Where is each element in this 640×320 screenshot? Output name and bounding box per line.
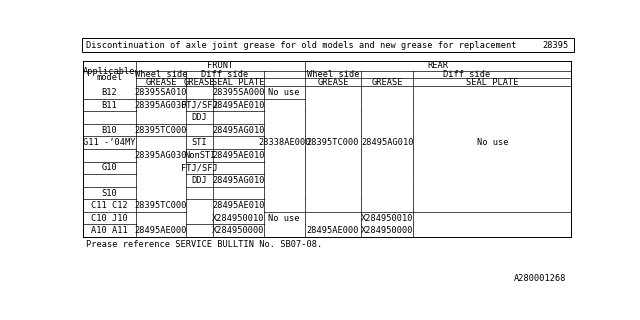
Text: No use: No use (268, 214, 300, 223)
Text: X284950000: X284950000 (361, 226, 413, 235)
Text: X284950010: X284950010 (212, 214, 265, 223)
Text: 28495AE010: 28495AE010 (212, 100, 265, 109)
Text: G11 -’04MY: G11 -’04MY (83, 138, 136, 147)
Text: B10: B10 (102, 126, 117, 135)
Text: GREASE: GREASE (184, 78, 216, 87)
Text: A10 A11: A10 A11 (91, 226, 128, 235)
Text: FRONT: FRONT (207, 61, 234, 70)
Text: SEAL PLATE: SEAL PLATE (466, 78, 518, 87)
Text: C11 C12: C11 C12 (91, 201, 128, 210)
Text: 28395AG030: 28395AG030 (135, 100, 188, 109)
Text: 28395: 28395 (542, 41, 568, 50)
Text: X284950000: X284950000 (212, 226, 265, 235)
Text: 28395SA010: 28395SA010 (135, 88, 188, 97)
Text: GREASE: GREASE (145, 78, 177, 87)
Text: GREASE: GREASE (317, 78, 349, 87)
Text: DDJ: DDJ (192, 176, 207, 185)
Text: 28395TC000: 28395TC000 (307, 138, 359, 147)
Text: model: model (97, 73, 123, 82)
Text: 28395AG030: 28395AG030 (135, 151, 188, 160)
Text: Applicable: Applicable (83, 68, 136, 76)
Text: 28338AE000: 28338AE000 (258, 138, 310, 147)
Text: X284950010: X284950010 (361, 214, 413, 223)
Text: Wheel side: Wheel side (135, 70, 188, 79)
Text: 28495AE000: 28495AE000 (307, 226, 359, 235)
Text: GREASE: GREASE (372, 78, 403, 87)
Text: SEAL PLATE: SEAL PLATE (212, 78, 265, 87)
Bar (81, 38, 575, 52)
Text: FTJ/SFJ: FTJ/SFJ (181, 164, 218, 172)
Text: FTJ/SFJ: FTJ/SFJ (181, 100, 218, 109)
Text: 28395TC000: 28395TC000 (135, 126, 188, 135)
Text: 28495AG010: 28495AG010 (212, 176, 265, 185)
Text: 28495AG010: 28495AG010 (361, 138, 413, 147)
Text: C10 J10: C10 J10 (91, 214, 128, 223)
Text: 28495AE010: 28495AE010 (212, 151, 265, 160)
Text: No use: No use (268, 88, 300, 97)
Text: 28395SA000: 28395SA000 (212, 88, 265, 97)
Text: A280001268: A280001268 (514, 274, 566, 283)
Text: B11: B11 (102, 100, 117, 109)
Text: S10: S10 (102, 188, 117, 197)
Text: Wheel side: Wheel side (307, 70, 359, 79)
Bar (83, 61, 572, 237)
Text: Diff side: Diff side (202, 70, 248, 79)
Text: REAR: REAR (428, 61, 449, 70)
Text: NonSTI: NonSTI (184, 151, 216, 160)
Text: B12: B12 (102, 88, 117, 97)
Text: 28495AE010: 28495AE010 (212, 201, 265, 210)
Text: DDJ: DDJ (192, 113, 207, 122)
Text: Diff side: Diff side (443, 70, 490, 79)
Text: 28395TC000: 28395TC000 (135, 201, 188, 210)
Text: G10: G10 (102, 164, 117, 172)
Text: STI: STI (192, 138, 207, 147)
Text: No use: No use (477, 138, 508, 147)
Text: 28495AG010: 28495AG010 (212, 126, 265, 135)
Text: 28495AE000: 28495AE000 (135, 226, 188, 235)
Text: Prease reference SERVICE BULLTIN No. SB07-08.: Prease reference SERVICE BULLTIN No. SB0… (86, 240, 323, 249)
Text: Discontinuation of axle joint grease for old models and new grease for replaceme: Discontinuation of axle joint grease for… (86, 41, 516, 50)
